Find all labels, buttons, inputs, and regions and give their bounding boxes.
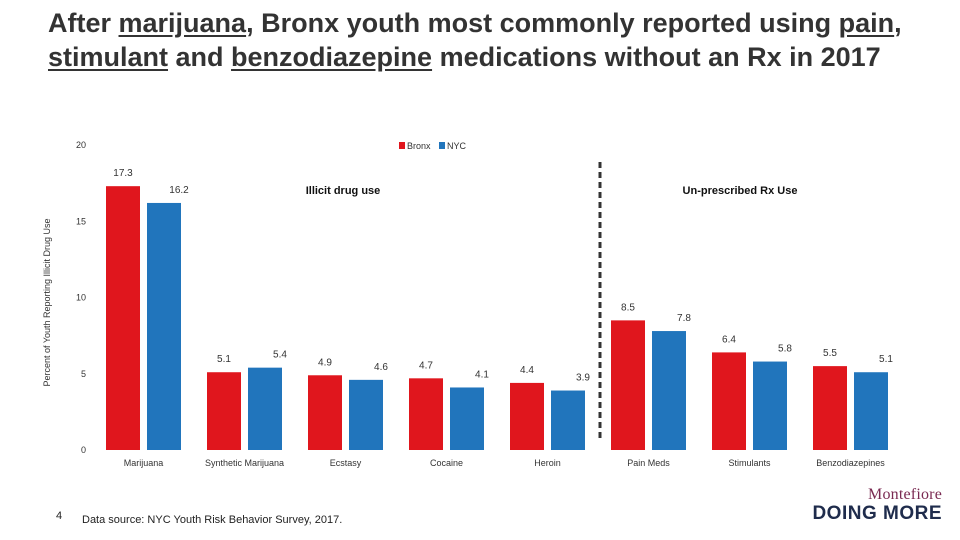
bar-bronx <box>813 366 847 450</box>
y-tick-label: 10 <box>76 293 86 303</box>
title-text: , Bronx youth most commonly reported usi… <box>246 8 839 38</box>
bar-nyc <box>248 367 282 450</box>
data-label-bronx: 4.7 <box>419 360 433 371</box>
bar-bronx <box>409 378 443 450</box>
bar-nyc <box>854 372 888 450</box>
x-tick-label: Cocaine <box>430 458 463 468</box>
annotation-rx: Un-prescribed Rx Use <box>683 185 798 197</box>
data-label-nyc: 4.1 <box>475 369 489 380</box>
logo-tagline: DOING MORE <box>812 503 942 524</box>
x-tick-label: Marijuana <box>124 458 164 468</box>
y-tick-label: 20 <box>76 140 86 150</box>
data-label-nyc: 4.6 <box>374 362 388 373</box>
data-label-nyc: 7.8 <box>677 313 691 324</box>
data-label-bronx: 5.5 <box>823 348 837 359</box>
bar-bronx <box>106 186 140 451</box>
bar-bronx <box>510 382 544 450</box>
data-label-nyc: 3.9 <box>576 373 590 384</box>
title-text: , <box>894 8 902 38</box>
legend-label-bronx: Bronx <box>407 141 431 151</box>
x-tick-label: Heroin <box>534 458 561 468</box>
data-label-nyc: 5.8 <box>778 344 792 355</box>
legend-swatch-nyc <box>439 142 445 149</box>
legend-swatch-bronx <box>399 142 405 149</box>
data-label-nyc: 5.4 <box>273 350 287 361</box>
bar-bronx <box>308 375 342 450</box>
bar-nyc <box>147 202 181 450</box>
bar-nyc <box>652 331 686 450</box>
x-tick-label: Synthetic Marijuana <box>205 458 284 468</box>
x-tick-label: Benzodiazepines <box>816 458 885 468</box>
title-underline-stimulant: stimulant <box>48 42 169 72</box>
data-label-bronx: 6.4 <box>722 334 736 345</box>
montefiore-logo: Montefiore DOING MORE <box>812 486 942 524</box>
y-axis-label: Percent of Youth Reporting Illicit Drug … <box>42 218 52 386</box>
title-text: After <box>48 8 119 38</box>
y-tick-label: 0 <box>81 445 86 455</box>
bar-bronx <box>712 352 746 450</box>
title-text: medications without an Rx in 2017 <box>432 42 881 72</box>
y-tick-label: 15 <box>76 216 86 226</box>
data-label-nyc: 16.2 <box>169 185 189 196</box>
bar-nyc <box>551 390 585 450</box>
title-underline-pain: pain <box>838 8 895 38</box>
data-label-bronx: 17.3 <box>113 168 133 179</box>
bar-nyc <box>450 387 484 450</box>
data-label-bronx: 5.1 <box>217 354 231 365</box>
x-tick-label: Pain Meds <box>627 458 670 468</box>
bar-bronx <box>611 320 645 450</box>
slide-title: After marijuana, Bronx youth most common… <box>48 6 908 74</box>
data-source-note: Data source: NYC Youth Risk Behavior Sur… <box>82 514 343 526</box>
legend-label-nyc: NYC <box>447 141 467 151</box>
data-label-bronx: 8.5 <box>621 302 635 313</box>
logo-name: Montefiore <box>868 486 942 503</box>
annotation-illicit: Illicit drug use <box>306 185 381 197</box>
bar-bronx <box>207 372 241 450</box>
bar-nyc <box>753 361 787 450</box>
title-underline-marijuana: marijuana <box>118 8 247 38</box>
data-label-bronx: 4.4 <box>520 365 534 376</box>
data-label-nyc: 5.1 <box>879 354 893 365</box>
x-tick-label: Stimulants <box>728 458 771 468</box>
y-tick-label: 5 <box>81 369 86 379</box>
title-text: and <box>168 42 232 72</box>
page-number: 4 <box>56 510 63 522</box>
data-label-bronx: 4.9 <box>318 357 332 368</box>
x-tick-label: Ecstasy <box>330 458 362 468</box>
title-underline-benzodiazepine: benzodiazepine <box>231 42 433 72</box>
bar-nyc <box>349 379 383 450</box>
